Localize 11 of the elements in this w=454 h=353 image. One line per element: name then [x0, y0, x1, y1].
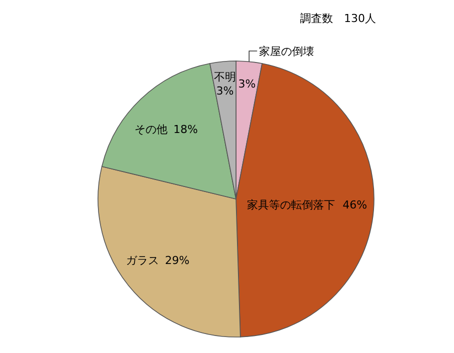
data-label: 3%	[216, 84, 234, 98]
slice-label: ガラス	[126, 254, 160, 267]
data-label: 46%	[342, 198, 368, 212]
slice-label: 家具等の転倒落下	[247, 198, 336, 212]
slice-label: その他	[134, 123, 168, 136]
data-label: 3%	[238, 78, 256, 91]
data-label: 29%	[165, 254, 190, 267]
slice-label: 不明	[214, 70, 236, 84]
text: 調査数 130人	[300, 12, 376, 25]
data-label: 18%	[173, 123, 198, 136]
slice-label: 家屋の倒壊	[259, 45, 314, 58]
